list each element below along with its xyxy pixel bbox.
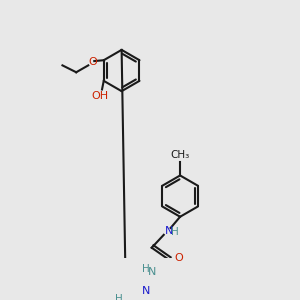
Text: O: O [175,253,184,263]
Text: OH: OH [92,91,109,101]
Text: N: N [165,226,173,236]
Text: H: H [142,264,150,274]
Text: N: N [148,267,156,277]
Text: H: H [115,294,123,300]
Text: N: N [142,286,151,296]
Text: O: O [88,57,97,67]
Text: CH₃: CH₃ [170,150,190,160]
Text: H: H [171,227,179,237]
